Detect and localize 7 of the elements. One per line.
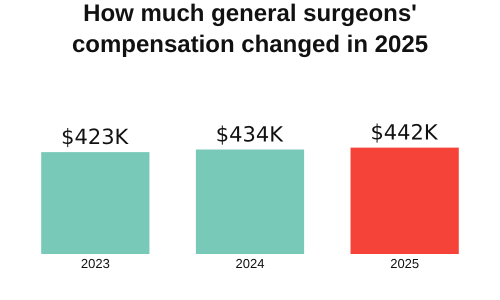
chart-title: How much general surgeons' compensation changed in 2025 (72, 0, 428, 58)
x-tick-label: 2023 (80, 256, 110, 271)
x-tick-label: 2024 (236, 256, 264, 271)
data-label: $434K (216, 122, 284, 147)
data-label: $423K (61, 125, 130, 150)
x-tick-label: 2025 (390, 256, 420, 271)
data-label: $442K (370, 120, 439, 145)
